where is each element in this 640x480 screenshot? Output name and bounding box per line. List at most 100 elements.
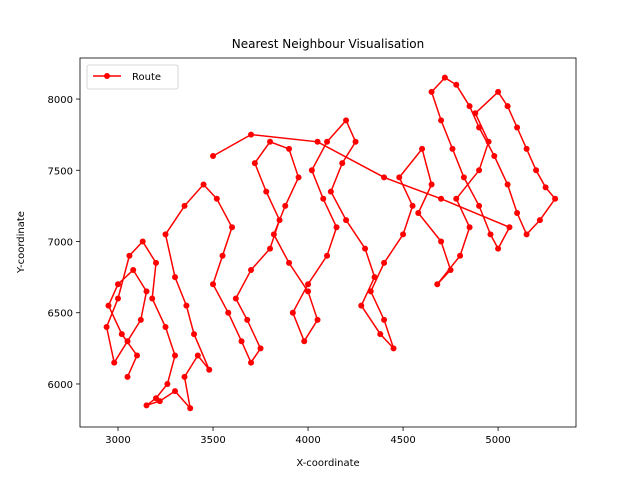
- route-point: [213, 195, 220, 202]
- route-point: [172, 388, 179, 395]
- route-point: [139, 238, 146, 245]
- route-point: [248, 131, 255, 138]
- route-point: [172, 274, 179, 281]
- route-point: [409, 202, 416, 209]
- route-point: [149, 295, 156, 302]
- route-point: [476, 167, 483, 174]
- route-point: [438, 117, 445, 124]
- route-point: [487, 231, 494, 238]
- x-tick-label: 3500: [200, 435, 225, 446]
- route-point: [533, 167, 540, 174]
- route-point: [419, 145, 426, 152]
- route-point: [415, 210, 422, 217]
- route-point: [267, 245, 274, 252]
- route-point: [244, 316, 251, 323]
- route-point: [270, 231, 277, 238]
- route-point: [428, 181, 435, 188]
- route-point: [301, 338, 308, 345]
- legend: Route: [86, 64, 179, 90]
- y-tick-label: 8000: [48, 95, 73, 106]
- legend-marker: [104, 73, 110, 79]
- route-point: [457, 252, 464, 259]
- route-point: [295, 174, 302, 181]
- route-point: [472, 110, 479, 117]
- route-point: [183, 302, 190, 309]
- route-point: [324, 138, 331, 145]
- route-point: [232, 295, 239, 302]
- route-point: [447, 266, 454, 273]
- route-point: [248, 266, 255, 273]
- route-point: [124, 373, 131, 380]
- route-point: [248, 359, 255, 366]
- route-point: [314, 316, 321, 323]
- route-point: [143, 288, 150, 295]
- legend-box: [86, 64, 179, 90]
- route-point: [352, 138, 359, 145]
- route-point: [400, 231, 407, 238]
- route-point: [324, 252, 331, 259]
- route-point: [276, 217, 283, 224]
- route-point: [126, 252, 133, 259]
- route-point: [506, 224, 513, 231]
- route-point: [504, 103, 511, 110]
- route-point: [225, 309, 232, 316]
- route-point: [162, 323, 169, 330]
- route-point: [381, 259, 388, 266]
- route-point: [172, 352, 179, 359]
- route-point: [438, 238, 445, 245]
- route-point: [343, 217, 350, 224]
- y-tick-label: 7500: [48, 166, 73, 177]
- axes-frame: [79, 57, 577, 428]
- route-point: [103, 323, 110, 330]
- route-point: [485, 138, 492, 145]
- route-point: [143, 402, 150, 409]
- route-point: [308, 167, 315, 174]
- route-point: [305, 281, 312, 288]
- route-point: [343, 117, 350, 124]
- route-point: [453, 81, 460, 88]
- route-point: [238, 338, 245, 345]
- route-point: [453, 195, 460, 202]
- x-tick-label: 4500: [390, 435, 415, 446]
- route-point: [164, 380, 171, 387]
- route-point: [491, 153, 498, 160]
- route-point: [134, 352, 141, 359]
- plot-area: [103, 74, 559, 412]
- route-point: [339, 160, 346, 167]
- y-tick-label: 6000: [48, 380, 73, 391]
- route-point: [381, 174, 388, 181]
- route-point: [267, 138, 274, 145]
- route-point: [191, 331, 198, 338]
- route-point: [286, 259, 293, 266]
- route-point: [381, 316, 388, 323]
- route-point: [187, 405, 194, 412]
- route-point: [327, 188, 334, 195]
- route-point: [552, 195, 559, 202]
- route-point: [210, 153, 217, 160]
- route-point: [181, 373, 188, 380]
- route-point: [466, 103, 473, 110]
- route-point: [377, 331, 384, 338]
- route-point: [495, 245, 502, 252]
- route-point: [289, 309, 296, 316]
- route-point: [263, 188, 270, 195]
- route-point: [449, 145, 456, 152]
- route-point: [434, 281, 441, 288]
- x-tick-label: 4000: [295, 435, 320, 446]
- route-point: [514, 124, 521, 131]
- chart-title: Nearest Neighbour Visualisation: [232, 37, 425, 51]
- route-point: [156, 398, 163, 405]
- route-point: [320, 195, 327, 202]
- route-point: [466, 224, 473, 231]
- x-axis-label: X-coordinate: [296, 458, 359, 469]
- route-point: [251, 160, 258, 167]
- route-point: [286, 145, 293, 152]
- route-point: [282, 202, 289, 209]
- route-point: [200, 181, 207, 188]
- route-point: [523, 145, 530, 152]
- route-point: [219, 252, 226, 259]
- route-point: [314, 138, 321, 145]
- y-axis-label: Y-coordinate: [16, 211, 27, 274]
